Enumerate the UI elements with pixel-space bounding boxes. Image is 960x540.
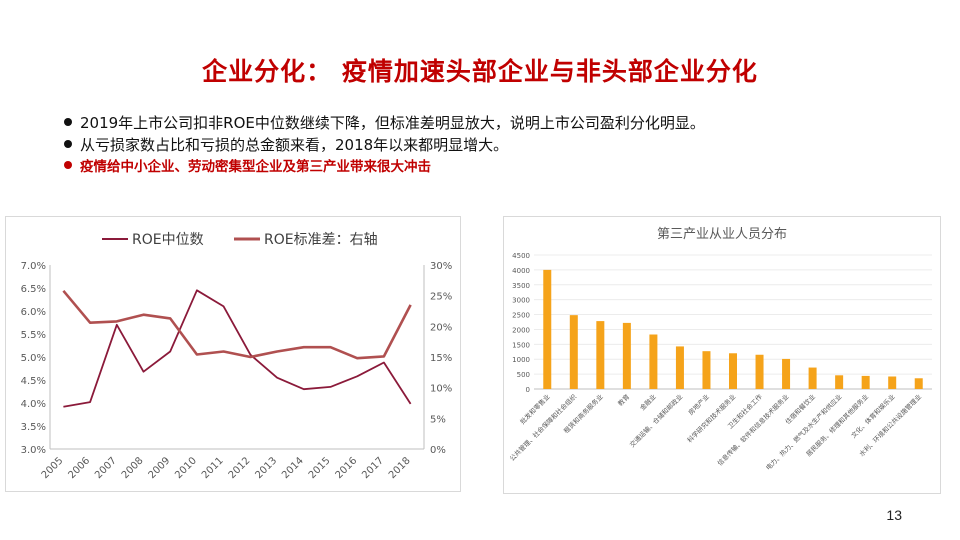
y-tick-label: 0: [526, 386, 530, 394]
bullet-item: 2019年上市公司扣非ROE中位数继续下降，但标准差明显放大，说明上市公司盈利分…: [64, 112, 864, 134]
roe-median-series-line: [63, 289, 412, 408]
tertiary-bar-chart: 第三产业从业人员分布 4500 4000 3500 3000 2500 2000 1500 10…: [508, 227, 932, 472]
roe-std-series-line: [62, 289, 412, 360]
bar: [702, 351, 711, 389]
bullet-text: 疫情给中小企业、劳动密集型企业及第三产业带来很大冲击: [80, 159, 431, 175]
x-category-label: 教育: [616, 392, 632, 408]
y-right-tick-label: 15%: [430, 353, 452, 364]
x-category-label: 房地产业: [686, 392, 711, 417]
x-category-label: 文化、体育和娱乐业: [849, 392, 897, 440]
bar-chart-title: 第三产业从业人员分布: [657, 227, 787, 242]
y-left-tick-label: 5.5%: [21, 330, 46, 341]
bar: [914, 378, 923, 389]
bullet-text: 2019年上市公司扣非ROE中位数继续下降，但标准差明显放大，说明上市公司盈利分…: [80, 114, 705, 132]
y-left-tick-label: 3.0%: [21, 445, 46, 456]
bar: [808, 367, 817, 389]
x-tick-label: 2009: [147, 455, 173, 481]
bar: [861, 375, 870, 389]
y-left-tick-label: 5.0%: [21, 353, 46, 364]
y-tick-label: 3000: [512, 297, 530, 305]
bullet-text: 从亏损家数占比和亏损的总金额来看，2018年以来都明显增大。: [80, 136, 509, 154]
x-category-label: 科学研究和技术服务业: [685, 392, 738, 445]
tertiary-chart-panel: 第三产业从业人员分布 4500 4000 3500 3000 2500 2000 1500 10…: [503, 216, 941, 494]
x-tick-label: 2005: [40, 455, 66, 481]
x-tick-label: 2006: [66, 455, 92, 481]
x-tick-label: 2010: [173, 455, 199, 481]
bar: [755, 354, 764, 389]
bullet-item: 从亏损家数占比和亏损的总金额来看，2018年以来都明显增大。: [64, 134, 864, 156]
slide-title: 企业分化： 疫情加速头部企业与非头部企业分化: [202, 57, 758, 86]
bar: [543, 269, 552, 389]
bullet-item-highlight: 疫情给中小企业、劳动密集型企业及第三产业带来很大冲击: [64, 156, 864, 178]
x-tick-label: 2012: [227, 455, 253, 481]
legend-label: ROE中位数: [132, 232, 204, 248]
legend-label: ROE标准差：右轴: [264, 232, 378, 248]
bullet-dot-icon: [64, 161, 72, 169]
y-tick-label: 4000: [512, 267, 530, 275]
y-left-tick-label: 6.5%: [21, 284, 46, 295]
y-tick-label: 500: [517, 371, 530, 379]
x-tick-label: 2014: [280, 455, 306, 481]
bar: [888, 376, 897, 389]
y-right-tick-label: 30%: [430, 261, 452, 272]
roe-chart-panel: 7.0% 6.5% 6.0% 5.5% 5.0% 4.5% 4.0% 3.5% 3.0% 30% 2…: [5, 216, 461, 492]
bar: [622, 322, 631, 389]
bar: [782, 358, 791, 389]
y-tick-label: 2000: [512, 326, 530, 334]
x-tick-label: 2016: [334, 455, 360, 481]
y-left-tick-label: 4.5%: [21, 376, 46, 387]
bar: [729, 353, 737, 389]
x-tick-label: 2011: [200, 455, 226, 481]
bullet-list: 2019年上市公司扣非ROE中位数继续下降，但标准差明显放大，说明上市公司盈利分…: [64, 112, 864, 178]
y-right-tick-label: 0%: [430, 445, 446, 456]
x-tick-label: 2018: [387, 455, 413, 481]
bar: [649, 334, 658, 389]
y-tick-label: 4500: [512, 252, 530, 260]
y-right-tick-label: 5%: [430, 414, 446, 425]
y-right-tick-label: 25%: [430, 292, 452, 303]
x-category-label: 交通运输、仓储和邮政业: [627, 392, 684, 449]
y-right-tick-label: 20%: [430, 322, 452, 333]
bar: [596, 321, 605, 389]
x-tick-label: 2017: [360, 455, 386, 481]
bullet-dot-icon: [64, 139, 72, 148]
x-tick-label: 2013: [253, 455, 279, 481]
roe-line-chart: 7.0% 6.5% 6.0% 5.5% 5.0% 4.5% 4.0% 3.5% 3.0% 30% 2…: [21, 232, 453, 481]
y-left-tick-label: 7.0%: [21, 261, 46, 272]
page-number: 13: [886, 507, 902, 523]
y-left-tick-label: 4.0%: [21, 399, 46, 410]
bar: [569, 315, 578, 389]
x-tick-label: 2015: [307, 455, 333, 481]
x-tick-label: 2007: [93, 455, 119, 481]
y-left-tick-label: 6.0%: [21, 307, 46, 318]
y-tick-label: 1500: [512, 341, 530, 349]
y-tick-label: 2500: [512, 312, 530, 320]
bar: [835, 375, 844, 389]
x-category-label: 金融业: [638, 392, 659, 413]
y-left-tick-label: 3.5%: [21, 422, 46, 433]
bullet-dot-icon: [64, 117, 72, 126]
bar: [675, 346, 684, 389]
y-right-tick-label: 10%: [430, 384, 452, 395]
x-tick-label: 2008: [120, 455, 146, 481]
y-tick-label: 1000: [512, 356, 530, 364]
y-tick-label: 3500: [512, 282, 530, 290]
